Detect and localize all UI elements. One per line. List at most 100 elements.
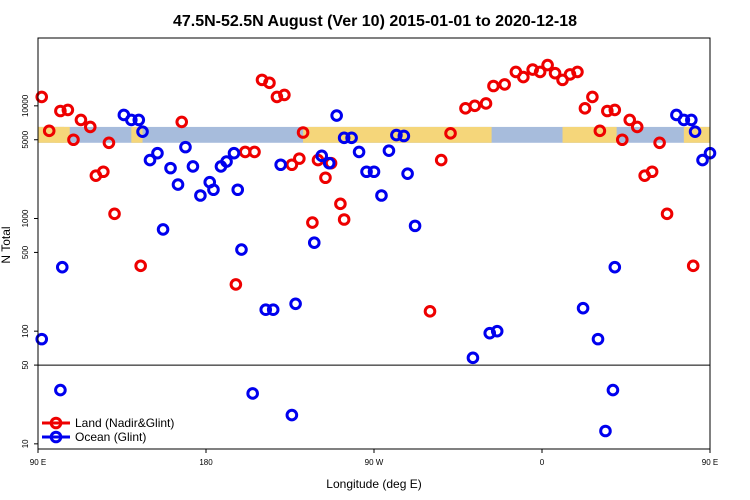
land-point <box>444 127 457 140</box>
ocean-point <box>685 113 698 127</box>
land-point <box>134 259 147 273</box>
land-point <box>479 97 493 110</box>
land-point <box>293 152 306 165</box>
legend-land-label: Land (Nadir&Glint) <box>75 416 174 430</box>
ocean-point <box>390 128 403 142</box>
ocean-point <box>677 113 691 127</box>
land-point <box>517 70 530 84</box>
land-point <box>334 197 347 211</box>
land-point <box>601 104 614 118</box>
ocean-point <box>54 383 67 397</box>
ocean-point <box>266 303 280 317</box>
land-point <box>263 76 276 90</box>
y-tick-label: 1000 <box>21 209 30 227</box>
ocean-point <box>688 125 702 138</box>
ocean-point <box>259 303 273 317</box>
land-point <box>487 79 500 93</box>
land-point <box>423 305 437 318</box>
y-tick-label: 10 <box>21 439 30 448</box>
ocean-point <box>207 183 220 197</box>
ocean-point <box>156 223 170 236</box>
land-point <box>615 133 629 147</box>
land-point <box>586 90 599 104</box>
ocean-point <box>136 125 149 138</box>
land-point <box>541 58 554 72</box>
land-point <box>498 78 511 91</box>
land-point <box>278 88 291 102</box>
ocean-point <box>367 165 381 179</box>
land-point <box>660 207 674 221</box>
y-axis: 10 50 100 500 1000 5000 10000 <box>21 94 38 448</box>
y-tick-label: 5000 <box>21 130 30 148</box>
land-point <box>593 124 607 138</box>
ocean-point <box>606 383 620 397</box>
ocean-point <box>231 183 245 197</box>
land-point <box>434 153 448 167</box>
land-point <box>623 113 637 127</box>
land-point <box>248 145 261 159</box>
ocean-point <box>246 387 259 400</box>
legend-ocean-label: Ocean (Glint) <box>75 430 146 444</box>
ocean-point <box>345 131 358 145</box>
land-point <box>83 120 97 134</box>
ocean-point <box>235 243 248 256</box>
x-tick-label: 180 <box>199 458 213 467</box>
land-point <box>306 216 319 229</box>
ocean-point <box>274 158 287 172</box>
land-point <box>645 165 659 179</box>
ocean-point <box>143 153 157 167</box>
ocean-point <box>220 155 233 168</box>
ocean-point <box>289 297 302 311</box>
ocean-point <box>360 165 373 179</box>
land-point <box>571 65 584 79</box>
land-point <box>175 115 189 129</box>
x-axis-label: Longitude (deg E) <box>326 477 421 491</box>
ocean-point <box>337 131 351 145</box>
land-point <box>653 136 666 150</box>
chart-title: 47.5N-52.5N August (Ver 10) 2015-01-01 t… <box>173 13 577 30</box>
ocean-point <box>591 332 605 346</box>
land-point <box>42 124 56 138</box>
land-strip-segment <box>131 126 143 143</box>
ocean-point <box>227 146 241 160</box>
ocean-point <box>401 167 414 180</box>
land-point <box>548 66 562 80</box>
land-point <box>296 126 310 139</box>
land-point <box>337 213 351 226</box>
land-point <box>319 171 332 185</box>
ocean-point <box>576 301 590 315</box>
ocean-point <box>285 408 299 422</box>
land-point <box>229 278 243 291</box>
ocean-point <box>179 140 192 154</box>
y-tick-label: 10000 <box>21 94 30 117</box>
land-point <box>67 133 80 147</box>
legend: Land (Nadir&Glint) Ocean (Glint) <box>42 416 174 444</box>
ocean-point <box>375 189 388 202</box>
y-tick-label: 50 <box>21 360 30 369</box>
ocean-point <box>696 153 709 167</box>
land-point <box>35 90 49 104</box>
land-point <box>533 65 547 79</box>
land-strip-segment <box>562 126 617 143</box>
ocean-point <box>608 260 622 274</box>
ocean-point <box>194 189 207 202</box>
ocean-point <box>352 145 366 159</box>
land-point <box>74 113 88 127</box>
land-point <box>102 136 116 150</box>
land-point <box>686 259 700 273</box>
ocean-point <box>171 178 185 191</box>
land-strip-segment <box>54 126 70 143</box>
ocean-point <box>483 326 497 340</box>
ocean-point <box>382 144 396 157</box>
x-tick-label: 90 E <box>30 458 46 467</box>
land-point <box>468 99 482 113</box>
data-points <box>35 58 717 438</box>
ocean-point <box>466 351 480 365</box>
ocean-point <box>599 424 612 438</box>
land-point <box>578 102 592 115</box>
x-tick-label: 90 W <box>365 458 384 467</box>
ocean-point <box>186 160 200 173</box>
ocean-point <box>164 161 177 175</box>
y-tick-label: 100 <box>21 324 30 338</box>
